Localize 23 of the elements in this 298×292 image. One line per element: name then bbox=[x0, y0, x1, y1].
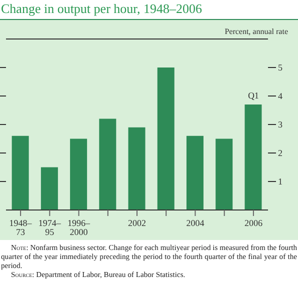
x-tick-label: 1948–73 bbox=[9, 218, 32, 237]
bar bbox=[99, 118, 116, 210]
chart-title: Change in output per hour, 1948–2006 bbox=[0, 0, 298, 20]
x-tick-label: 1996–2000 bbox=[68, 218, 91, 237]
y-axis-title: Percent, annual rate bbox=[224, 27, 288, 36]
x-tick-label: 1974–95 bbox=[38, 218, 62, 237]
bar bbox=[12, 136, 29, 210]
bar bbox=[186, 136, 204, 210]
bar bbox=[40, 167, 58, 210]
bar bbox=[244, 104, 262, 210]
x-tick-label: 2006 bbox=[244, 218, 263, 228]
y-tick-label: 4 bbox=[278, 91, 283, 102]
bar bbox=[128, 127, 146, 210]
y-tick-label: 2 bbox=[278, 148, 282, 158]
annotation: Q1 bbox=[248, 90, 259, 101]
x-tick-label: 2002 bbox=[128, 218, 146, 228]
y-tick-label: 5 bbox=[278, 62, 283, 73]
bar bbox=[157, 68, 174, 210]
bar bbox=[70, 138, 88, 210]
y-tick-label: 3 bbox=[278, 120, 283, 130]
x-tick-label: 2004 bbox=[186, 218, 205, 228]
bar bbox=[216, 138, 233, 210]
y-tick-label: 1 bbox=[278, 176, 282, 187]
